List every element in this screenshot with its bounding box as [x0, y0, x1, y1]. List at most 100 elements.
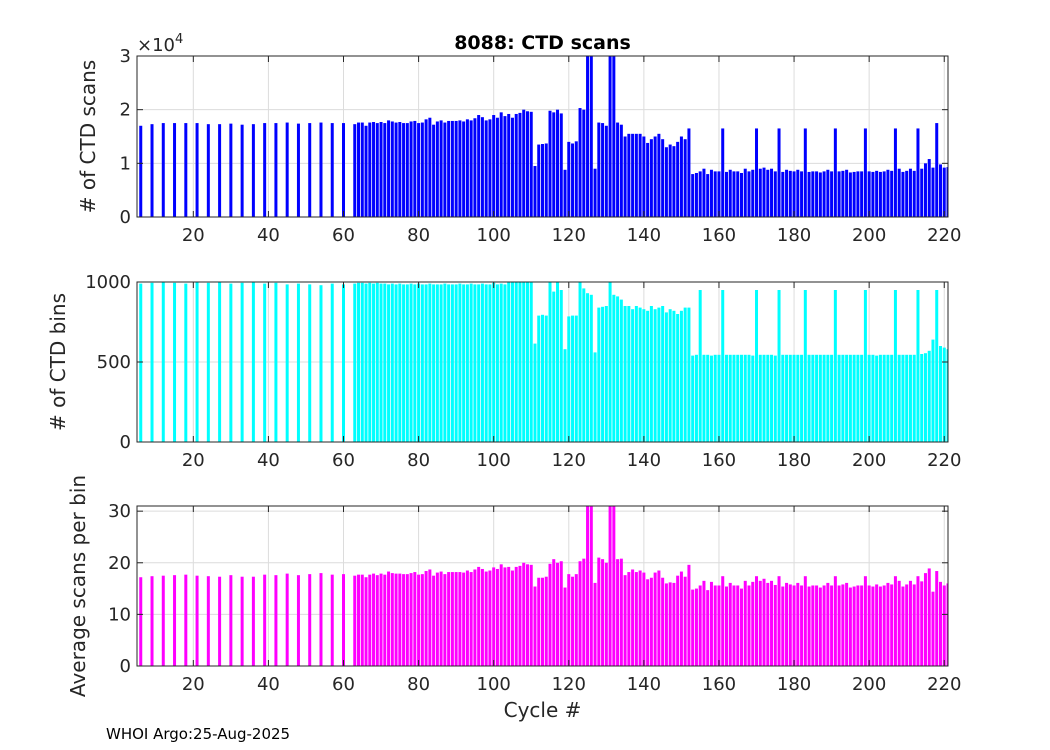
bar [638, 307, 642, 442]
bar [803, 576, 807, 666]
bar [668, 309, 672, 442]
bar [623, 136, 627, 217]
bar [773, 171, 777, 217]
bar [724, 171, 728, 217]
y-tick-label: 0 [120, 207, 131, 228]
bar [372, 122, 376, 217]
bar [642, 572, 646, 666]
bar [413, 572, 417, 666]
bar [890, 354, 894, 442]
bar [394, 284, 398, 442]
bar [792, 585, 796, 666]
bar [424, 571, 428, 666]
bar [274, 123, 278, 217]
bar [578, 561, 582, 666]
bar [706, 354, 710, 442]
bar [679, 136, 683, 217]
bar [781, 354, 785, 442]
bar [514, 282, 518, 442]
bar [364, 125, 368, 217]
bar [935, 290, 939, 442]
bar [218, 124, 222, 217]
bar [274, 282, 278, 442]
bar [762, 167, 766, 217]
bar [477, 284, 481, 442]
bar [736, 585, 740, 666]
bar [574, 141, 578, 217]
x-tick-label: 220 [927, 674, 961, 695]
bar [488, 570, 492, 666]
bar [747, 171, 751, 217]
bar [856, 354, 860, 442]
bar [454, 284, 458, 442]
bar [330, 283, 334, 442]
bar [390, 283, 394, 442]
bar [571, 315, 575, 442]
bar [263, 283, 267, 442]
x-tick-label: 200 [852, 450, 886, 471]
bar [492, 282, 496, 442]
bar [420, 284, 424, 442]
x-tick-label: 180 [777, 450, 811, 471]
y-tick-label: 1 [120, 153, 131, 174]
x-tick-label: 40 [257, 674, 280, 695]
bar [218, 576, 222, 666]
bar [653, 572, 657, 666]
bar [826, 354, 830, 442]
bar [694, 588, 698, 666]
bar [428, 569, 432, 666]
bar [533, 343, 537, 442]
bar [383, 574, 387, 666]
bar [402, 574, 406, 666]
bar [229, 123, 233, 217]
bar [604, 562, 608, 666]
bar [567, 316, 571, 442]
bar [721, 290, 725, 442]
bar [285, 573, 289, 666]
bar [161, 575, 165, 666]
bar [330, 574, 334, 666]
bar [458, 572, 462, 666]
x-axis-label: Cycle # [504, 698, 582, 722]
bar [912, 354, 916, 442]
y-tick-label: 500 [97, 352, 131, 373]
bar [462, 572, 466, 666]
x-tick-label: 140 [627, 450, 661, 471]
bar [518, 112, 522, 217]
x-tick-label: 160 [702, 674, 736, 695]
bar [601, 306, 605, 442]
bar [938, 581, 942, 666]
bar [815, 171, 819, 217]
bar [420, 574, 424, 666]
bar [649, 306, 653, 442]
bar [597, 307, 601, 442]
bar [432, 575, 436, 666]
bar [364, 283, 368, 442]
bar [732, 354, 736, 442]
x-tick-label: 180 [777, 674, 811, 695]
bar [830, 585, 834, 666]
bar [387, 284, 391, 442]
bar [886, 582, 890, 666]
bar [499, 112, 503, 217]
bar [586, 56, 590, 217]
bar [417, 123, 421, 217]
bar [563, 169, 567, 217]
bar [792, 354, 796, 442]
bar [435, 572, 439, 666]
bar [683, 139, 687, 217]
bar [263, 123, 267, 217]
bar [503, 116, 507, 217]
bar [492, 567, 496, 666]
bar [942, 347, 946, 442]
bar [616, 296, 620, 442]
bar [368, 122, 372, 217]
bar [608, 282, 612, 442]
bar [582, 109, 586, 217]
bar [206, 576, 210, 666]
bar [920, 168, 924, 217]
bar [653, 136, 657, 217]
bar [713, 171, 717, 217]
bar [882, 585, 886, 666]
bar [845, 582, 849, 666]
